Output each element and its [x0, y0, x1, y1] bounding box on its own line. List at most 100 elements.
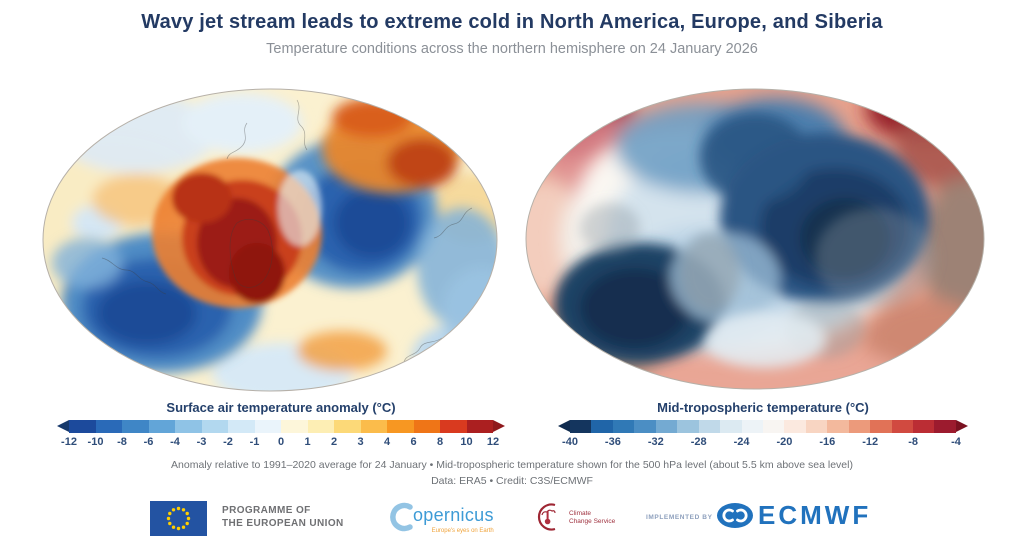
- colorbar-left-label: Surface air temperature anomaly (°C): [166, 400, 396, 415]
- colorbar-segment: [891, 420, 913, 433]
- colorbar-segment: [720, 420, 742, 433]
- colorbar-tick: -16: [819, 436, 836, 448]
- colorbar-segment: [228, 420, 255, 433]
- colorbar-right-label: Mid-tropospheric temperature (°C): [657, 400, 869, 415]
- colorbar-tick: 8: [436, 436, 444, 448]
- colorbar-segment: [413, 420, 440, 433]
- eu-flag-icon: [150, 501, 207, 536]
- colorbar-left-bar: [57, 420, 505, 433]
- colorbar-tick: -8: [908, 436, 918, 448]
- colorbar-tick: -1: [249, 436, 260, 448]
- colorbar-segment: [741, 420, 763, 433]
- colorbar-segment: [762, 420, 785, 433]
- eu-programme-line1: PROGRAMME OF: [222, 505, 311, 516]
- colorbar-tick: 6: [410, 436, 417, 448]
- colorbar-segment: [784, 420, 806, 433]
- colorbar-tick: -28: [690, 436, 707, 448]
- colorbar-tick: -4: [170, 436, 180, 448]
- implemented-by-label: IMPLEMENTED BY: [646, 514, 713, 521]
- colorbar-segment: [307, 420, 334, 433]
- colorbar-segment: [122, 420, 149, 433]
- colorbar-tick: -3: [196, 436, 207, 448]
- colorbar-segment: [634, 420, 656, 433]
- ecmwf-icon: [717, 503, 753, 528]
- copernicus-logo: opernicus Europe's eyes on Earth: [388, 500, 494, 534]
- colorbar-tick: -4: [951, 436, 961, 448]
- colorbar-tick: -32: [647, 436, 664, 448]
- caption-line-1: Anomaly relative to 1991–2020 average fo…: [171, 459, 853, 471]
- copernicus-wordmark: opernicus: [413, 505, 494, 525]
- colorbar-left-ticks: -12 -10 -8 -6 -4 -3 -2 -1 0 1 2 3 4 6 8 10 12: [61, 436, 499, 449]
- colorbar-segment: [387, 420, 414, 433]
- colorbar-tick: 1: [304, 436, 311, 448]
- colorbar-tick: 10: [460, 436, 473, 448]
- c3s-line1: Climate: [569, 510, 592, 517]
- colorbar-segment: [934, 420, 956, 433]
- colorbar-segment: [848, 420, 871, 433]
- colorbar-segment: [148, 420, 175, 433]
- eu-programme-label: PROGRAMME OF THE EUROPEAN UNION: [222, 504, 344, 530]
- colorbar-tick: 12: [486, 436, 500, 448]
- colorbar-tick: -12: [862, 436, 879, 448]
- colorbar-tick: -24: [733, 436, 750, 448]
- colorbar-segment: [677, 420, 699, 433]
- colorbar-segment: [201, 420, 228, 433]
- climate-change-service-logo: Climate Change Service: [531, 500, 615, 534]
- colorbar-segment: [591, 420, 613, 433]
- climate-change-service-label: Climate Change Service: [569, 510, 615, 534]
- copernicus-tagline: Europe's eyes on Earth: [431, 528, 494, 534]
- colorbar-segment: [570, 420, 592, 433]
- colorbar-segment: [175, 420, 202, 433]
- colorbar-segment: [612, 420, 635, 433]
- colorbar-segment: [913, 420, 935, 433]
- colorbar-tick: -20: [776, 436, 793, 448]
- colorbar-tick: -8: [117, 436, 127, 448]
- colorbar-tick: 2: [330, 436, 338, 448]
- colorbar-segment: [440, 420, 467, 433]
- page-title: Wavy jet stream leads to extreme cold in…: [141, 11, 883, 33]
- colorbar-left-arrow-right: [493, 420, 505, 432]
- caption-line-2: Data: ERA5 • Credit: C3S/ECMWF: [431, 475, 593, 487]
- colorbar-left-arrow-left: [57, 420, 69, 432]
- colorbar-tick: -40: [562, 436, 578, 448]
- colorbar-segment: [805, 420, 828, 433]
- colorbar-segment: [281, 420, 308, 433]
- colorbar-right-arrow-left: [558, 420, 570, 432]
- colorbar-segment: [698, 420, 721, 433]
- eu-programme-line2: THE EUROPEAN UNION: [222, 518, 344, 529]
- logo-strip: PROGRAMME OF THE EUROPEAN UNION opernicu…: [0, 496, 1024, 538]
- ecmwf-logo: ECMWF: [716, 500, 871, 531]
- colorbar-tick: 3: [357, 436, 364, 448]
- colorbar-right-ticks: -40 -36 -32 -28 -24 -20 -16 -12 -8 -4: [562, 436, 961, 449]
- c3s-line2: Change Service: [569, 518, 616, 525]
- colorbar-segment: [334, 420, 361, 433]
- copernicus-crescent-icon: [390, 502, 413, 532]
- colorbar-right-segments: [570, 420, 956, 433]
- ecmwf-wordmark: ECMWF: [758, 500, 872, 530]
- colorbar-tick: 4: [383, 436, 391, 448]
- colorbar-segment: [827, 420, 849, 433]
- colorbar-right-bar: [558, 420, 968, 433]
- colorbar-left-segments: [69, 420, 493, 433]
- colorbar-segment: [655, 420, 678, 433]
- colorbar-tick: 0: [277, 436, 285, 448]
- colorbar-segment: [360, 420, 387, 433]
- colorbar-segment: [870, 420, 892, 433]
- colorbar-surface-anomaly: Surface air temperature anomaly (°C) -12…: [57, 400, 505, 449]
- colorbar-right-arrow-right: [956, 420, 968, 432]
- colorbar-segment: [95, 420, 122, 433]
- colorbar-tick: -6: [143, 436, 154, 448]
- colorbar-segment: [466, 420, 493, 433]
- colorbar-tick: -2: [223, 436, 233, 448]
- colorbar-tick: -36: [604, 436, 621, 448]
- colorbar-segment: [69, 420, 96, 433]
- surface-anomaly-map: [42, 88, 498, 392]
- mid-tropospheric-map: [525, 88, 985, 390]
- page-subtitle: Temperature conditions across the northe…: [266, 41, 758, 57]
- colorbar-tick: -10: [87, 436, 104, 448]
- colorbar-segment: [254, 420, 281, 433]
- colorbar-mid-tropospheric: Mid-tropospheric temperature (°C) -40 -36…: [558, 400, 968, 449]
- colorbar-tick: -12: [61, 436, 77, 448]
- climate-change-service-icon: [537, 503, 556, 531]
